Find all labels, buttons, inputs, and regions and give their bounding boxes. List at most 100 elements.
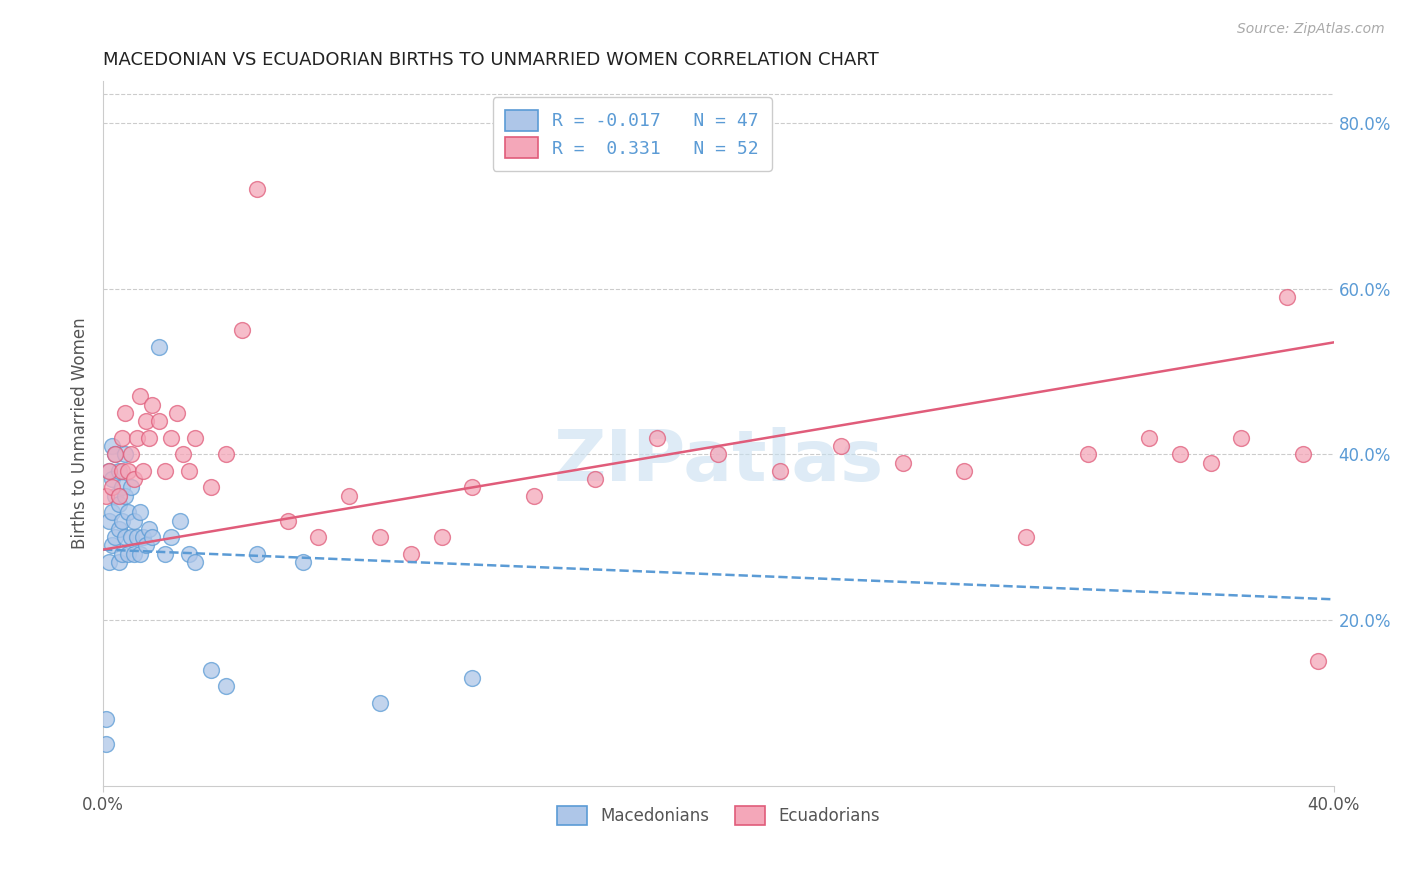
Point xyxy=(117,547,139,561)
Point xyxy=(1168,447,1191,461)
Point xyxy=(1076,447,1098,461)
Point xyxy=(891,456,914,470)
Point xyxy=(101,472,124,486)
Point xyxy=(246,182,269,196)
Point xyxy=(104,489,127,503)
Point xyxy=(166,406,188,420)
Point xyxy=(114,406,136,420)
Point xyxy=(1199,456,1222,470)
Point xyxy=(138,431,160,445)
Point xyxy=(184,555,207,569)
Point xyxy=(1308,655,1330,669)
Point xyxy=(159,530,181,544)
Point xyxy=(132,530,155,544)
Point xyxy=(107,464,129,478)
Text: MACEDONIAN VS ECUADORIAN BIRTHS TO UNMARRIED WOMEN CORRELATION CHART: MACEDONIAN VS ECUADORIAN BIRTHS TO UNMAR… xyxy=(103,51,879,69)
Point xyxy=(461,480,484,494)
Point xyxy=(399,547,422,561)
Point xyxy=(110,480,132,494)
Point xyxy=(117,505,139,519)
Point xyxy=(98,514,121,528)
Point xyxy=(114,489,136,503)
Point xyxy=(169,514,191,528)
Point xyxy=(122,514,145,528)
Point xyxy=(132,464,155,478)
Point xyxy=(117,464,139,478)
Point xyxy=(101,505,124,519)
Point xyxy=(96,713,118,727)
Point xyxy=(120,530,142,544)
Point xyxy=(104,447,127,461)
Point xyxy=(98,464,121,478)
Point xyxy=(96,737,118,751)
Point xyxy=(141,398,163,412)
Point xyxy=(200,663,222,677)
Point xyxy=(179,547,201,561)
Point xyxy=(101,439,124,453)
Point xyxy=(1137,431,1160,445)
Point xyxy=(1230,431,1253,445)
Point xyxy=(98,464,121,478)
Point xyxy=(114,530,136,544)
Point xyxy=(645,431,668,445)
Point xyxy=(96,489,118,503)
Y-axis label: Births to Unmarried Women: Births to Unmarried Women xyxy=(72,318,89,549)
Point xyxy=(148,340,170,354)
Point xyxy=(104,530,127,544)
Point xyxy=(107,489,129,503)
Point xyxy=(179,464,201,478)
Point xyxy=(138,522,160,536)
Point xyxy=(101,480,124,494)
Point xyxy=(110,547,132,561)
Point xyxy=(129,505,152,519)
Legend: Macedonians, Ecuadorians: Macedonians, Ecuadorians xyxy=(548,797,887,834)
Point xyxy=(135,538,157,552)
Point xyxy=(1015,530,1038,544)
Point xyxy=(104,447,127,461)
Point xyxy=(129,389,152,403)
Point xyxy=(110,464,132,478)
Point xyxy=(215,447,238,461)
Point xyxy=(101,538,124,552)
Point xyxy=(153,547,176,561)
Point xyxy=(135,414,157,428)
Point xyxy=(125,530,148,544)
Point xyxy=(107,497,129,511)
Point xyxy=(953,464,976,478)
Point xyxy=(184,431,207,445)
Point xyxy=(153,464,176,478)
Point xyxy=(215,679,238,693)
Point xyxy=(172,447,194,461)
Point xyxy=(107,555,129,569)
Point xyxy=(337,489,360,503)
Point xyxy=(583,472,606,486)
Point xyxy=(122,547,145,561)
Point xyxy=(246,547,269,561)
Point xyxy=(461,671,484,685)
Point xyxy=(368,530,391,544)
Point xyxy=(148,414,170,428)
Point xyxy=(277,514,299,528)
Point xyxy=(308,530,330,544)
Point xyxy=(98,555,121,569)
Point xyxy=(110,514,132,528)
Point xyxy=(129,547,152,561)
Point xyxy=(430,530,453,544)
Point xyxy=(200,480,222,494)
Point xyxy=(114,447,136,461)
Point xyxy=(707,447,730,461)
Point xyxy=(159,431,181,445)
Point xyxy=(110,431,132,445)
Point xyxy=(120,480,142,494)
Point xyxy=(231,323,253,337)
Point xyxy=(1292,447,1315,461)
Point xyxy=(292,555,315,569)
Point xyxy=(107,522,129,536)
Point xyxy=(120,447,142,461)
Point xyxy=(769,464,792,478)
Text: Source: ZipAtlas.com: Source: ZipAtlas.com xyxy=(1237,22,1385,37)
Point xyxy=(125,431,148,445)
Point xyxy=(141,530,163,544)
Point xyxy=(830,439,852,453)
Point xyxy=(368,696,391,710)
